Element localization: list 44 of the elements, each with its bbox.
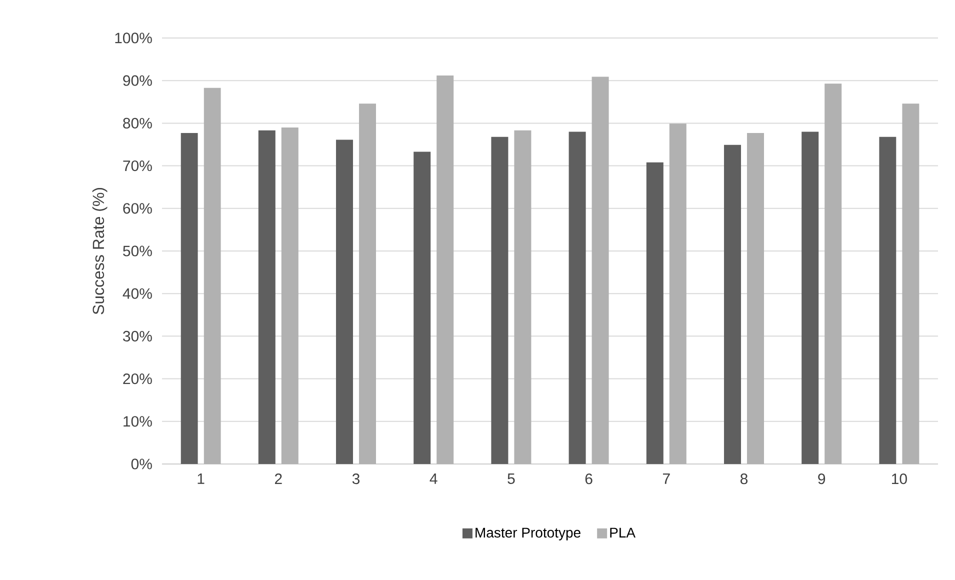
- bar: [414, 152, 431, 464]
- bar: [802, 132, 819, 464]
- x-tick-label: 5: [508, 474, 515, 484]
- bar: [204, 88, 221, 464]
- legend-label: PLA: [610, 528, 636, 538]
- bar: [879, 136, 896, 464]
- bar: [902, 104, 920, 464]
- y-tick-label: 30%: [123, 330, 152, 342]
- bar: [592, 76, 609, 464]
- y-axis-title: Success Rate (%): [92, 188, 108, 314]
- bar: [436, 75, 454, 464]
- bar: [568, 132, 586, 464]
- y-tick-label: 60%: [123, 203, 152, 214]
- bar: [724, 144, 742, 464]
- bar: [180, 132, 198, 464]
- y-tick-label: 80%: [123, 118, 152, 128]
- legend-label: Master Prototype: [476, 528, 580, 540]
- x-tick-label: 3: [352, 474, 360, 484]
- bar: [747, 132, 764, 464]
- x-tick-label: 9: [818, 474, 826, 484]
- y-tick-label: 100%: [115, 32, 152, 44]
- y-tick-label: 0%: [131, 458, 152, 470]
- x-tick-label: 6: [585, 474, 592, 484]
- x-tick-label: 8: [740, 474, 748, 484]
- x-tick-label: 4: [430, 474, 438, 484]
- bar: [281, 127, 298, 464]
- y-tick-label: 50%: [123, 246, 152, 256]
- y-tick-label: 90%: [123, 75, 152, 86]
- y-tick-label: 40%: [122, 288, 152, 299]
- x-tick-label: 2: [274, 474, 282, 484]
- bar: [359, 104, 376, 464]
- y-tick-label: 10%: [124, 416, 152, 427]
- x-tick-label: 1: [198, 474, 204, 484]
- bar: [491, 136, 508, 464]
- bar: [258, 130, 276, 464]
- bar: [669, 124, 686, 464]
- y-tick-label: 70%: [123, 160, 152, 172]
- bar: [646, 162, 664, 464]
- y-tick-label: 20%: [123, 373, 152, 384]
- bar: [336, 140, 354, 464]
- x-tick-label: 7: [663, 474, 670, 484]
- bar: [824, 84, 842, 464]
- bar: [514, 130, 532, 464]
- x-tick-label: 10: [892, 474, 907, 484]
